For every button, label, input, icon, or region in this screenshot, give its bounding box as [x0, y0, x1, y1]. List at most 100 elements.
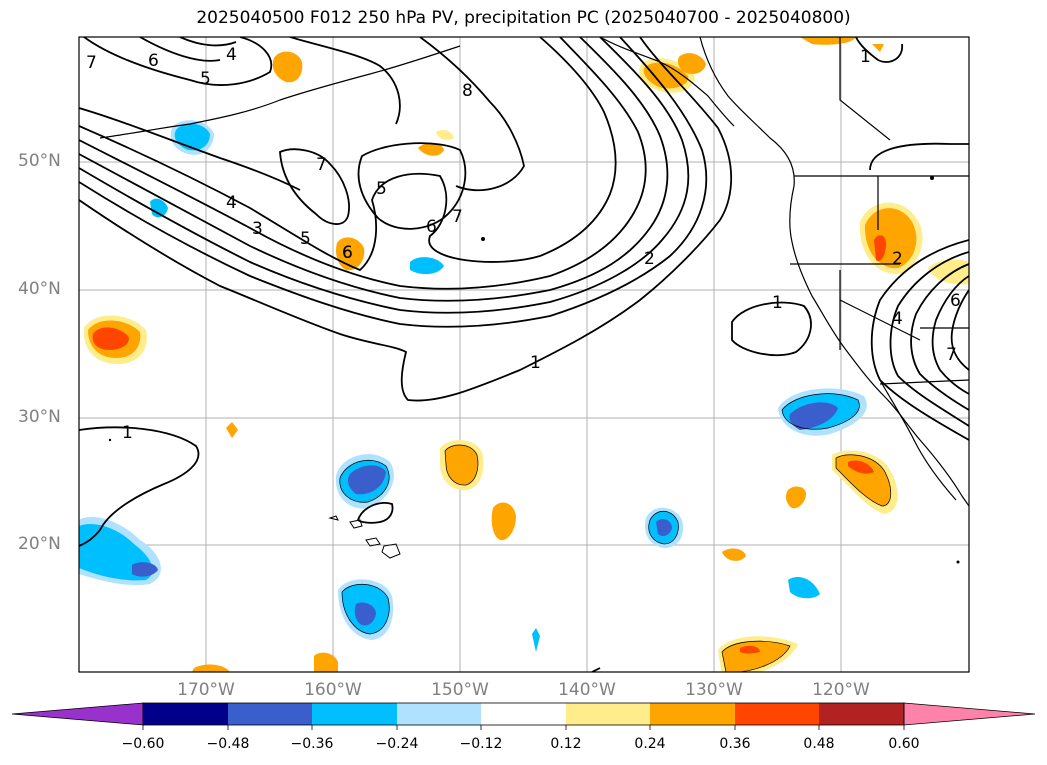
pv-contour-south-edge [591, 667, 601, 672]
pv-label-11: 5 [376, 179, 387, 199]
pv-label-22: 1 [860, 47, 871, 67]
pv-contour-north-2 [139, 37, 221, 62]
map-background [79, 37, 969, 672]
precip-blob-pos-small-14 [872, 44, 884, 52]
pv-label-12: 6 [426, 217, 437, 237]
lat-label-30n: 30°N [18, 407, 61, 427]
lat-label-50n: 50°N [18, 151, 61, 171]
colorbar-bin-8 [735, 703, 819, 725]
precip-blob-neg-west-20n [79, 516, 161, 586]
coastlines [99, 37, 969, 507]
pv-label-23: 6 [342, 243, 353, 263]
pv-contour-east-2 [870, 239, 969, 441]
colorbar-tick-label: −0.60 [121, 736, 165, 752]
pv-contour-hawaii [356, 502, 394, 524]
pv-contour-east-6 [950, 289, 969, 371]
precip-blob-pos-small-5 [677, 53, 706, 74]
lat-label-40n: 40°N [18, 279, 61, 299]
colorbar-bin-9 [819, 703, 904, 725]
precip-blob-pos-small-11 [722, 548, 746, 561]
colorbar-tick-label: −0.12 [459, 736, 503, 752]
colorbar-bin-4 [397, 703, 481, 725]
mexico-border [879, 379, 969, 385]
pv-contour-1-ne [855, 37, 903, 63]
colorbar-tick-label: 0.60 [888, 736, 920, 752]
pv-contours [79, 37, 969, 672]
pv-contour-5-closed [357, 142, 467, 230]
alaska-panhandle [599, 37, 735, 127]
pv-contour-north-3 [179, 37, 237, 47]
precip-blob-neg-small-2 [410, 257, 444, 275]
precip-blob-pos-south [718, 636, 798, 672]
pv-contour-3-main [79, 37, 690, 314]
pv-contour-east-3 [889, 251, 969, 427]
pv-label-14: 2 [644, 249, 655, 269]
precip-blob-pos-small-9 [314, 652, 338, 672]
precip-blob-pos-small-10 [192, 664, 230, 672]
precip-blob-pos-small-1 [272, 51, 303, 83]
colorbar-tick-label: 0.48 [803, 736, 835, 752]
pv-label-3: 5 [200, 69, 211, 89]
colorbar-bin-1 [143, 703, 228, 725]
precip-blob-neg-east-30n [778, 388, 867, 436]
colorbar-tick-label: 0.36 [719, 736, 751, 752]
precip-blob-pos-small-7 [418, 142, 444, 156]
pv-contour-north-1 [83, 37, 273, 86]
lon-label-140w: 140°W [558, 680, 616, 700]
lon-label-120w: 120°W [812, 680, 870, 700]
pv-label-8: 5 [300, 229, 311, 249]
precip-blob-pos-small-12 [226, 422, 238, 438]
precip-blob-neg-small-4 [532, 628, 540, 652]
pv-contour-north-4 [289, 37, 401, 125]
colorbar-bin-7 [650, 703, 735, 725]
lon-label-130w: 130°W [685, 680, 743, 700]
state-border-3 [839, 299, 921, 341]
pv-label-2: 4 [226, 45, 237, 65]
precip-blob-neg-small-1 [150, 198, 168, 218]
pv-contour-east-5 [931, 275, 969, 395]
small-islands [108, 176, 960, 564]
pv-contour-7-main [79, 107, 301, 191]
precip-negative-anomalies [79, 120, 867, 652]
pv-label-18: 2 [892, 249, 903, 269]
lon-label-160w: 160°W [304, 680, 362, 700]
pv-label-6: 4 [226, 193, 237, 213]
precip-blob-pos-small-3 [491, 502, 516, 541]
colorbar-bin-6 [566, 703, 650, 725]
pv-contour-2-main [79, 37, 708, 328]
colorbar [11, 702, 1036, 730]
precip-blob-pos-small-6 [800, 37, 856, 45]
north-america-coast [699, 37, 969, 507]
precip-blob-neg-central [644, 507, 684, 548]
precip-blob-pos-west [83, 315, 147, 364]
pv-label-16: 1 [122, 423, 133, 443]
colorbar-tick-label: −0.24 [375, 736, 419, 752]
colorbar-bin-3 [312, 703, 397, 725]
colorbar-bin-2 [228, 703, 312, 725]
colorbar-tick-label: 0.24 [634, 736, 666, 752]
precip-blob-neg-hawaii-1 [335, 454, 394, 509]
map-frame [78, 36, 970, 673]
pv-label-15: 1 [530, 353, 541, 373]
precip-blob-pos-small-4 [785, 486, 806, 509]
pv-label-19: 4 [892, 309, 903, 329]
pv-contour-8 [419, 37, 525, 192]
colorbar-frame [142, 702, 905, 726]
pv-label-20: 6 [950, 291, 961, 311]
pv-label-21: 7 [946, 345, 957, 365]
aleutian-chain [99, 45, 461, 139]
baja-coast [879, 379, 957, 501]
colorbar-extend-low [11, 702, 144, 726]
pv-label-5: 8 [462, 81, 473, 101]
lon-label-170w: 170°W [177, 680, 235, 700]
pv-contour-4-main [79, 37, 669, 302]
colorbar-tick-label: −0.36 [290, 736, 334, 752]
precip-blob-neg-small-3 [788, 576, 820, 599]
pv-contour-5-main [79, 37, 647, 290]
pv-label-13: 7 [452, 207, 463, 227]
colorbar-tick-marks [142, 725, 905, 730]
precip-blob-neg-hawaii-2 [338, 579, 394, 640]
state-border-6 [839, 37, 891, 141]
pv-label-9: 6 [342, 243, 353, 263]
